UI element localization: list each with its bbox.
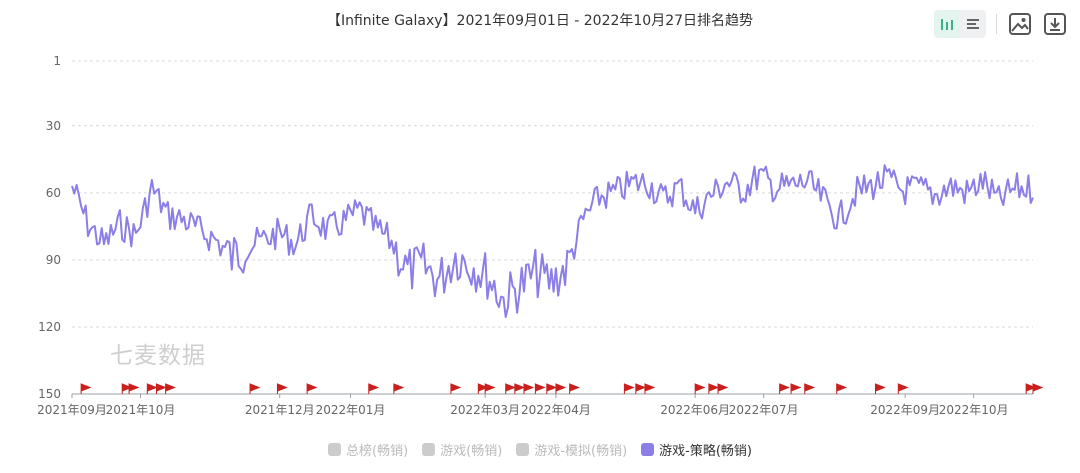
y-tick-label: 90 bbox=[46, 253, 61, 267]
event-flags bbox=[80, 383, 1044, 394]
chart-title: 【Infinite Galaxy】2021年09月01日 - 2022年10月2… bbox=[326, 13, 754, 29]
y-tick-label: 1 bbox=[53, 54, 61, 68]
legend-item[interactable]: 游戏(畅销) bbox=[422, 440, 502, 459]
y-tick-label: 60 bbox=[46, 186, 61, 200]
download-icon bbox=[1044, 13, 1066, 35]
event-flag[interactable] bbox=[708, 383, 720, 394]
y-axis: 1 30 60 90 120 150 bbox=[38, 54, 61, 401]
event-flag[interactable] bbox=[368, 383, 380, 394]
event-flag[interactable] bbox=[874, 383, 886, 394]
event-flag[interactable] bbox=[546, 383, 558, 394]
event-flag[interactable] bbox=[569, 383, 580, 394]
series-line bbox=[71, 164, 1034, 318]
x-tick-label: 2022年09月 bbox=[870, 403, 940, 417]
event-flag[interactable] bbox=[249, 383, 261, 394]
image-icon bbox=[1009, 13, 1031, 35]
download-button[interactable] bbox=[1041, 10, 1069, 38]
chart-view-toggle[interactable] bbox=[934, 10, 986, 38]
y-tick-label: 150 bbox=[38, 387, 61, 401]
legend-item[interactable]: 游戏-模拟(畅销) bbox=[516, 440, 627, 459]
event-flag[interactable] bbox=[644, 383, 656, 394]
event-flag[interactable] bbox=[635, 383, 647, 394]
event-flag[interactable] bbox=[306, 383, 318, 394]
event-flag[interactable] bbox=[534, 383, 546, 394]
event-flag[interactable] bbox=[514, 383, 526, 394]
event-flag[interactable] bbox=[276, 383, 288, 394]
y-tick-label: 30 bbox=[46, 119, 61, 133]
event-flag[interactable] bbox=[484, 383, 496, 394]
x-tick-label: 2022年07月 bbox=[729, 403, 799, 417]
event-flag[interactable] bbox=[555, 383, 567, 394]
legend-swatch bbox=[641, 443, 655, 456]
event-flag[interactable] bbox=[450, 383, 462, 394]
legend-label: 总榜(畅销) bbox=[346, 444, 409, 459]
event-flag[interactable] bbox=[393, 383, 405, 394]
legend-swatch bbox=[516, 443, 530, 456]
event-flag[interactable] bbox=[505, 383, 517, 394]
event-flag[interactable] bbox=[779, 383, 791, 394]
save-image-button[interactable] bbox=[1006, 10, 1034, 38]
event-flag[interactable] bbox=[165, 383, 176, 394]
series-layer bbox=[71, 164, 1034, 318]
event-flag[interactable] bbox=[146, 383, 158, 394]
event-flag[interactable] bbox=[523, 383, 535, 394]
event-flag[interactable] bbox=[790, 383, 802, 394]
event-flag[interactable] bbox=[836, 383, 848, 394]
event-flag[interactable] bbox=[717, 383, 729, 394]
legend-label: 游戏-策略(畅销) bbox=[659, 444, 752, 459]
event-flag[interactable] bbox=[897, 383, 909, 394]
y-tick-label: 120 bbox=[38, 320, 61, 334]
list-icon bbox=[967, 19, 979, 29]
event-flag[interactable] bbox=[694, 383, 706, 394]
legend-label: 游戏(畅销) bbox=[440, 444, 503, 459]
legend: 总榜(畅销) 游戏(畅销) 游戏-模拟(畅销) 游戏-策略(畅销) bbox=[0, 440, 1080, 459]
toolbar-divider bbox=[996, 14, 997, 34]
legend-swatch bbox=[422, 443, 436, 456]
legend-item[interactable]: 游戏-策略(畅销) bbox=[641, 440, 752, 459]
x-tick-label: 2021年12月 bbox=[245, 403, 315, 417]
x-tick-label: 2022年03月 bbox=[450, 403, 520, 417]
list-view-button[interactable] bbox=[960, 10, 986, 38]
watermark: 七麦数据 bbox=[110, 343, 206, 369]
x-tick-label: 2022年04月 bbox=[521, 403, 591, 417]
legend-label: 游戏-模拟(畅销) bbox=[534, 444, 628, 459]
x-tick-label: 2022年06月 bbox=[660, 403, 730, 417]
event-flag[interactable] bbox=[128, 383, 140, 394]
event-flag[interactable] bbox=[155, 383, 167, 394]
event-flag[interactable] bbox=[804, 383, 816, 394]
x-tick-label: 2022年10月 bbox=[939, 403, 1009, 417]
event-flag[interactable] bbox=[80, 383, 92, 394]
x-tick-label: 2021年10月 bbox=[106, 403, 176, 417]
grid-lines bbox=[72, 60, 1033, 395]
legend-swatch bbox=[328, 443, 341, 456]
bar-chart-view-button[interactable] bbox=[934, 10, 960, 38]
legend-item[interactable]: 总榜(畅销) bbox=[328, 440, 408, 459]
event-flag[interactable] bbox=[623, 383, 635, 394]
bar-chart-icon bbox=[941, 19, 953, 30]
event-flag[interactable] bbox=[1032, 383, 1044, 394]
x-tick-label: 2022年01月 bbox=[316, 403, 386, 417]
x-tick-label: 2021年09月 bbox=[37, 403, 107, 417]
